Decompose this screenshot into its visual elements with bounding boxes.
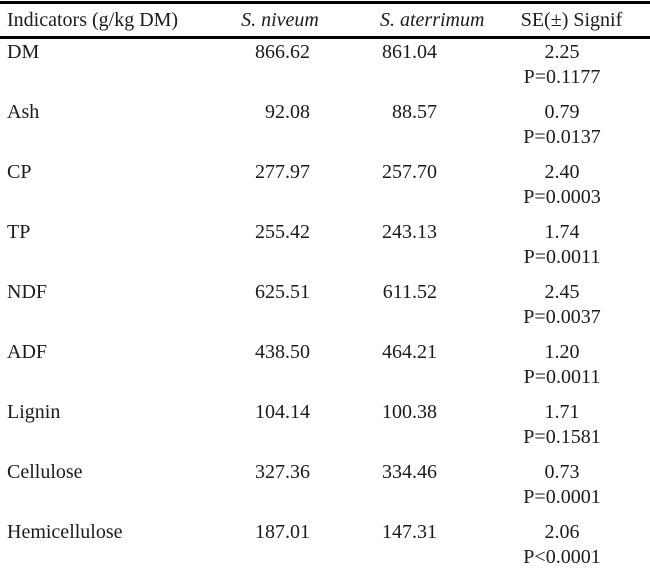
header-se-signif: SE(±) Signif (460, 2, 650, 39)
se-value: 1.71 (544, 401, 580, 423)
se-value: 2.45 (544, 281, 580, 303)
se-signif-cell: 2.45 P=0.0037 (460, 279, 650, 339)
table-row: Ash 92.08 88.57 0.79 P=0.0137 (0, 99, 650, 159)
se-signif-cell: 2.06 P<0.0001 (460, 519, 650, 568)
se-value: 2.25 (544, 41, 580, 63)
header-species-aterrimum: S. aterrimum (330, 2, 484, 39)
se-value: 0.73 (544, 461, 580, 483)
niveum-value: 92.08 (265, 101, 310, 123)
se-signif-cell: 1.74 P=0.0011 (460, 219, 650, 279)
header-species-niveum: S. niveum (230, 2, 330, 39)
p-value: P=0.1581 (523, 426, 601, 448)
header-indicators: Indicators (g/kg DM) (0, 2, 230, 39)
se-signif-cell: 2.40 P=0.0003 (460, 159, 650, 219)
indicator-label: Hemicellulose (7, 521, 123, 543)
indicator-label: Lignin (7, 401, 61, 423)
p-value: P=0.1177 (523, 66, 601, 88)
se-value: 0.79 (544, 101, 580, 123)
se-signif-cell: 1.20 P=0.0011 (460, 339, 650, 399)
se-signif-cell: 2.25 P=0.1177 (460, 38, 650, 100)
indicator-label: DM (7, 41, 40, 63)
se-signif-cell: 1.71 P=0.1581 (460, 399, 650, 459)
indicator-label: Ash (7, 101, 40, 123)
se-value: 2.06 (544, 521, 580, 543)
p-value: P=0.0001 (523, 486, 601, 508)
indicator-label: NDF (7, 281, 48, 303)
niveum-value: 625.51 (255, 281, 310, 303)
niveum-value: 277.97 (255, 161, 310, 183)
se-value: 1.20 (544, 341, 580, 363)
niveum-value: 438.50 (255, 341, 310, 363)
table-header-row: Indicators (g/kg DM) S. niveum S. aterri… (0, 2, 650, 39)
p-value: P<0.0001 (523, 546, 601, 568)
p-value: P=0.0037 (523, 306, 601, 328)
aterrimum-value: 147.31 (382, 521, 437, 543)
p-value: P=0.0003 (523, 186, 601, 208)
aterrimum-value: 861.04 (382, 41, 437, 63)
se-signif-cell: 0.79 P=0.0137 (460, 99, 650, 159)
table-row: TP 255.42 243.13 1.74 P=0.0011 (0, 219, 650, 279)
niveum-value: 866.62 (255, 41, 310, 63)
aterrimum-value: 243.13 (382, 221, 437, 243)
table-row: CP 277.97 257.70 2.40 P=0.0003 (0, 159, 650, 219)
se-value: 2.40 (544, 161, 580, 183)
aterrimum-value: 464.21 (382, 341, 437, 363)
table-row: Lignin 104.14 100.38 1.71 P=0.1581 (0, 399, 650, 459)
niveum-value: 327.36 (255, 461, 310, 483)
niveum-value: 187.01 (255, 521, 310, 543)
indicator-label: ADF (7, 341, 48, 363)
p-value: P=0.0011 (523, 366, 601, 388)
indicator-label: CP (7, 161, 32, 183)
se-signif-cell: 0.73 P=0.0001 (460, 459, 650, 519)
table-row: NDF 625.51 611.52 2.45 P=0.0037 (0, 279, 650, 339)
p-value: P=0.0137 (523, 126, 601, 148)
indicator-label: Cellulose (7, 461, 83, 483)
se-value: 1.74 (544, 221, 580, 243)
indicator-label: TP (7, 221, 31, 243)
aterrimum-value: 88.57 (392, 101, 437, 123)
aterrimum-value: 100.38 (382, 401, 437, 423)
aterrimum-value: 334.46 (382, 461, 437, 483)
table-row: Cellulose 327.36 334.46 0.73 P=0.0001 (0, 459, 650, 519)
niveum-value: 255.42 (255, 221, 310, 243)
table-row: Hemicellulose 187.01 147.31 2.06 P<0.000… (0, 519, 650, 568)
aterrimum-value: 611.52 (382, 281, 437, 303)
table-row: DM 866.62 861.04 2.25 P=0.1177 (0, 38, 650, 100)
niveum-value: 104.14 (255, 401, 310, 423)
table-row: ADF 438.50 464.21 1.20 P=0.0011 (0, 339, 650, 399)
aterrimum-value: 257.70 (382, 161, 437, 183)
p-value: P=0.0011 (523, 246, 601, 268)
